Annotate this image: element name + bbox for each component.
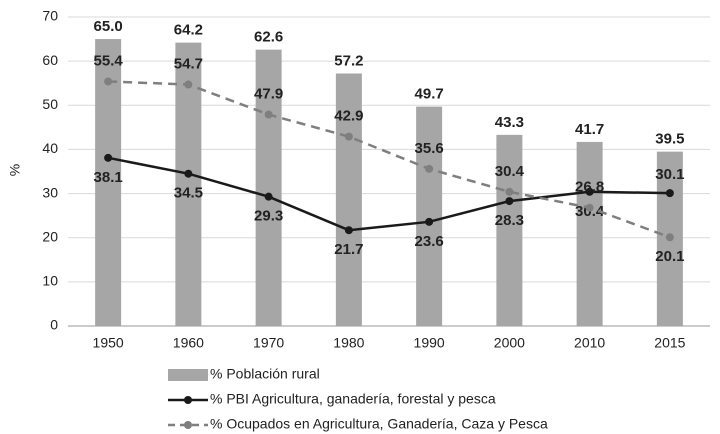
y-tick-label: 10: [42, 273, 58, 289]
point-value-label: 42.9: [334, 108, 363, 125]
point: [665, 189, 674, 198]
legend-swatch: [168, 369, 208, 381]
bar-value-label: 41.7: [575, 121, 604, 138]
y-tick-label: 0: [50, 317, 58, 333]
bar-value-label: 62.6: [254, 29, 283, 46]
y-tick-label: 50: [42, 96, 58, 112]
x-tick-label: 1990: [414, 335, 445, 351]
y-tick-label: 30: [42, 184, 58, 200]
point-value-label: 29.3: [254, 208, 283, 225]
point: [425, 164, 434, 173]
bar-value-label: 39.5: [655, 131, 684, 148]
point-value-label: 21.7: [334, 241, 363, 258]
point: [184, 80, 193, 89]
bar-value-label: 49.7: [415, 86, 444, 103]
point: [184, 169, 193, 178]
y-tick-label: 40: [42, 140, 58, 156]
bar: [335, 73, 362, 326]
legend-label: % PBI Agricultura, ganadería, forestal y…: [210, 391, 496, 407]
y-tick-label: 20: [42, 228, 58, 244]
bar: [496, 134, 523, 326]
y-axis-label: %: [7, 164, 23, 176]
legend-marker: [184, 421, 192, 429]
point: [104, 77, 113, 86]
y-tick-label: 70: [42, 8, 58, 24]
point-value-label: 47.9: [254, 86, 283, 103]
point-value-label: 26.8: [575, 179, 604, 196]
point-value-label: 20.1: [655, 248, 684, 265]
bar-value-label: 43.3: [495, 114, 524, 131]
point: [264, 192, 273, 201]
legend-label: % Población rural: [210, 366, 320, 382]
point-value-label: 30.4: [495, 163, 525, 180]
line: [107, 156, 670, 232]
y-tick-label: 60: [42, 52, 58, 68]
bar: [175, 42, 202, 327]
x-tick-label: 1950: [93, 335, 124, 351]
bar: [95, 39, 122, 326]
legend-label: % Ocupados en Agricultura, Ganadería, Ca…: [210, 416, 548, 432]
x-tick-label: 1970: [253, 335, 284, 351]
x-tick-label: 2010: [574, 335, 605, 351]
point-value-label: 35.6: [415, 140, 444, 157]
point: [585, 203, 594, 212]
point-value-label: 28.3: [495, 212, 524, 229]
point: [665, 233, 674, 242]
bar: [416, 106, 443, 326]
x-tick-label: 1980: [333, 335, 364, 351]
point: [585, 187, 594, 196]
bar-value-label: 65.0: [94, 18, 123, 35]
x-tick-label: 1960: [173, 335, 204, 351]
point: [344, 132, 353, 141]
point: [264, 110, 273, 119]
x-tick-label: 2000: [494, 335, 525, 351]
line: [108, 80, 671, 239]
point-value-label: 55.4: [94, 52, 124, 69]
bar: [576, 141, 603, 326]
bar: [255, 49, 282, 327]
legend-marker: [184, 396, 192, 404]
point-value-label: 23.6: [415, 233, 444, 250]
point-value-label: 30.1: [655, 166, 684, 183]
point-value-label: 38.1: [94, 169, 123, 186]
bar-value-label: 64.2: [174, 22, 203, 39]
point: [505, 187, 514, 196]
point: [344, 226, 353, 235]
point: [104, 153, 113, 162]
point-value-label: 54.7: [174, 56, 203, 73]
point: [505, 197, 514, 206]
point-value-label: 34.5: [174, 185, 203, 202]
point: [425, 217, 434, 226]
x-tick-label: 2015: [654, 335, 685, 351]
bar-value-label: 57.2: [334, 52, 363, 69]
